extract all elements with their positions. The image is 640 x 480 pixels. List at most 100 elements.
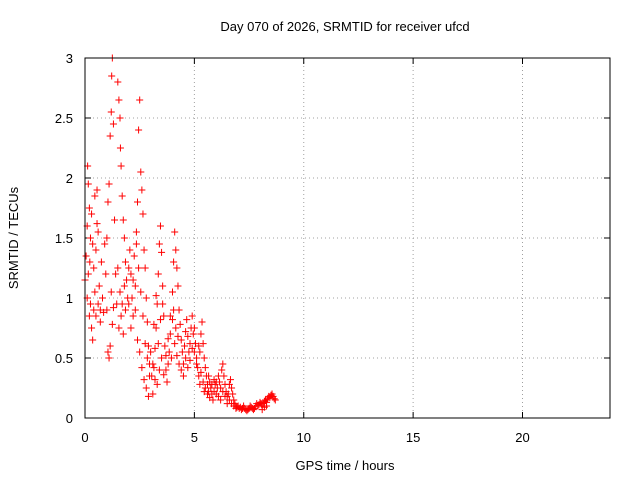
data-point	[85, 204, 93, 212]
data-point	[173, 264, 181, 272]
data-point	[208, 380, 216, 388]
data-point	[188, 344, 196, 352]
y-tick-label: 2	[66, 171, 73, 186]
data-point	[89, 240, 97, 248]
data-point	[173, 352, 181, 360]
data-point	[116, 288, 124, 296]
data-point	[89, 336, 97, 344]
data-point	[97, 258, 105, 266]
data-point	[201, 364, 209, 372]
data-point	[103, 234, 111, 242]
data-point	[140, 376, 148, 384]
data-point	[175, 360, 183, 368]
data-point	[206, 394, 214, 402]
data-point	[198, 318, 206, 326]
data-point	[166, 312, 174, 320]
data-point	[197, 368, 205, 376]
data-point	[169, 316, 176, 324]
data-point	[117, 312, 125, 320]
data-point	[126, 246, 134, 254]
data-point	[152, 292, 160, 300]
data-point	[155, 240, 163, 248]
data-point	[228, 384, 236, 392]
data-point	[107, 108, 115, 116]
data-point	[167, 354, 175, 362]
data-point	[114, 78, 122, 86]
data-point	[174, 282, 182, 290]
data-point	[93, 220, 101, 228]
data-point	[92, 312, 100, 320]
data-point	[174, 332, 182, 340]
data-point	[188, 312, 196, 320]
data-point	[162, 352, 170, 360]
data-point	[263, 402, 271, 410]
data-point	[217, 396, 225, 404]
data-point	[136, 96, 144, 104]
data-point	[184, 364, 192, 372]
data-point	[130, 252, 138, 260]
data-point	[86, 300, 94, 308]
data-point	[225, 396, 233, 404]
data-point	[177, 366, 185, 374]
data-point	[118, 192, 126, 200]
data-point	[137, 288, 145, 296]
data-point	[149, 360, 157, 368]
data-point	[127, 270, 135, 278]
x-tick-label: 0	[81, 430, 88, 445]
tick-labels: 0 5 10 15 20 0 0.5 1 1.5 2 2.5 3	[55, 51, 530, 445]
data-point	[195, 372, 203, 380]
data-point	[159, 300, 167, 308]
data-point	[127, 324, 135, 332]
data-point	[120, 234, 128, 242]
data-point	[152, 324, 160, 332]
data-point	[112, 270, 120, 278]
plot-frame	[84, 57, 611, 419]
data-point	[177, 336, 185, 344]
x-tick-label: 15	[406, 430, 420, 445]
data-point	[226, 376, 234, 384]
data-point	[108, 72, 116, 80]
data-point	[183, 316, 191, 324]
data-point	[193, 354, 201, 362]
data-point	[176, 320, 184, 328]
data-point	[107, 288, 115, 296]
data-point	[193, 360, 201, 368]
data-point	[141, 264, 149, 272]
data-point	[139, 210, 147, 218]
data-point	[117, 162, 125, 170]
data-point	[153, 380, 161, 388]
data-point	[219, 388, 227, 396]
data-point	[94, 228, 102, 236]
data-point	[125, 300, 133, 308]
data-point	[184, 332, 192, 340]
data-point	[169, 288, 176, 296]
data-point	[115, 324, 123, 332]
data-point	[182, 354, 190, 362]
data-point	[91, 288, 99, 296]
data-point	[119, 216, 127, 224]
y-tick-label: 1	[66, 291, 73, 306]
data-point	[150, 320, 158, 328]
data-point	[225, 380, 233, 388]
x-tick-label: 20	[515, 430, 529, 445]
data-point	[161, 342, 169, 350]
data-point	[271, 396, 279, 404]
data-point	[131, 306, 139, 314]
data-point	[200, 388, 208, 396]
data-point	[140, 246, 148, 254]
data-point	[128, 294, 136, 302]
data-point	[101, 240, 109, 248]
y-tick-label: 0	[66, 411, 73, 426]
y-tick-label: 0.5	[55, 351, 73, 366]
data-point	[116, 114, 124, 122]
data-point	[135, 264, 143, 272]
data-point	[115, 96, 123, 104]
data-point	[159, 282, 167, 290]
data-point	[197, 330, 205, 338]
data-point	[121, 306, 129, 314]
data-point	[129, 276, 137, 284]
data-point	[131, 282, 139, 290]
data-point	[205, 372, 213, 380]
data-point	[190, 324, 198, 332]
data-point	[138, 364, 146, 372]
